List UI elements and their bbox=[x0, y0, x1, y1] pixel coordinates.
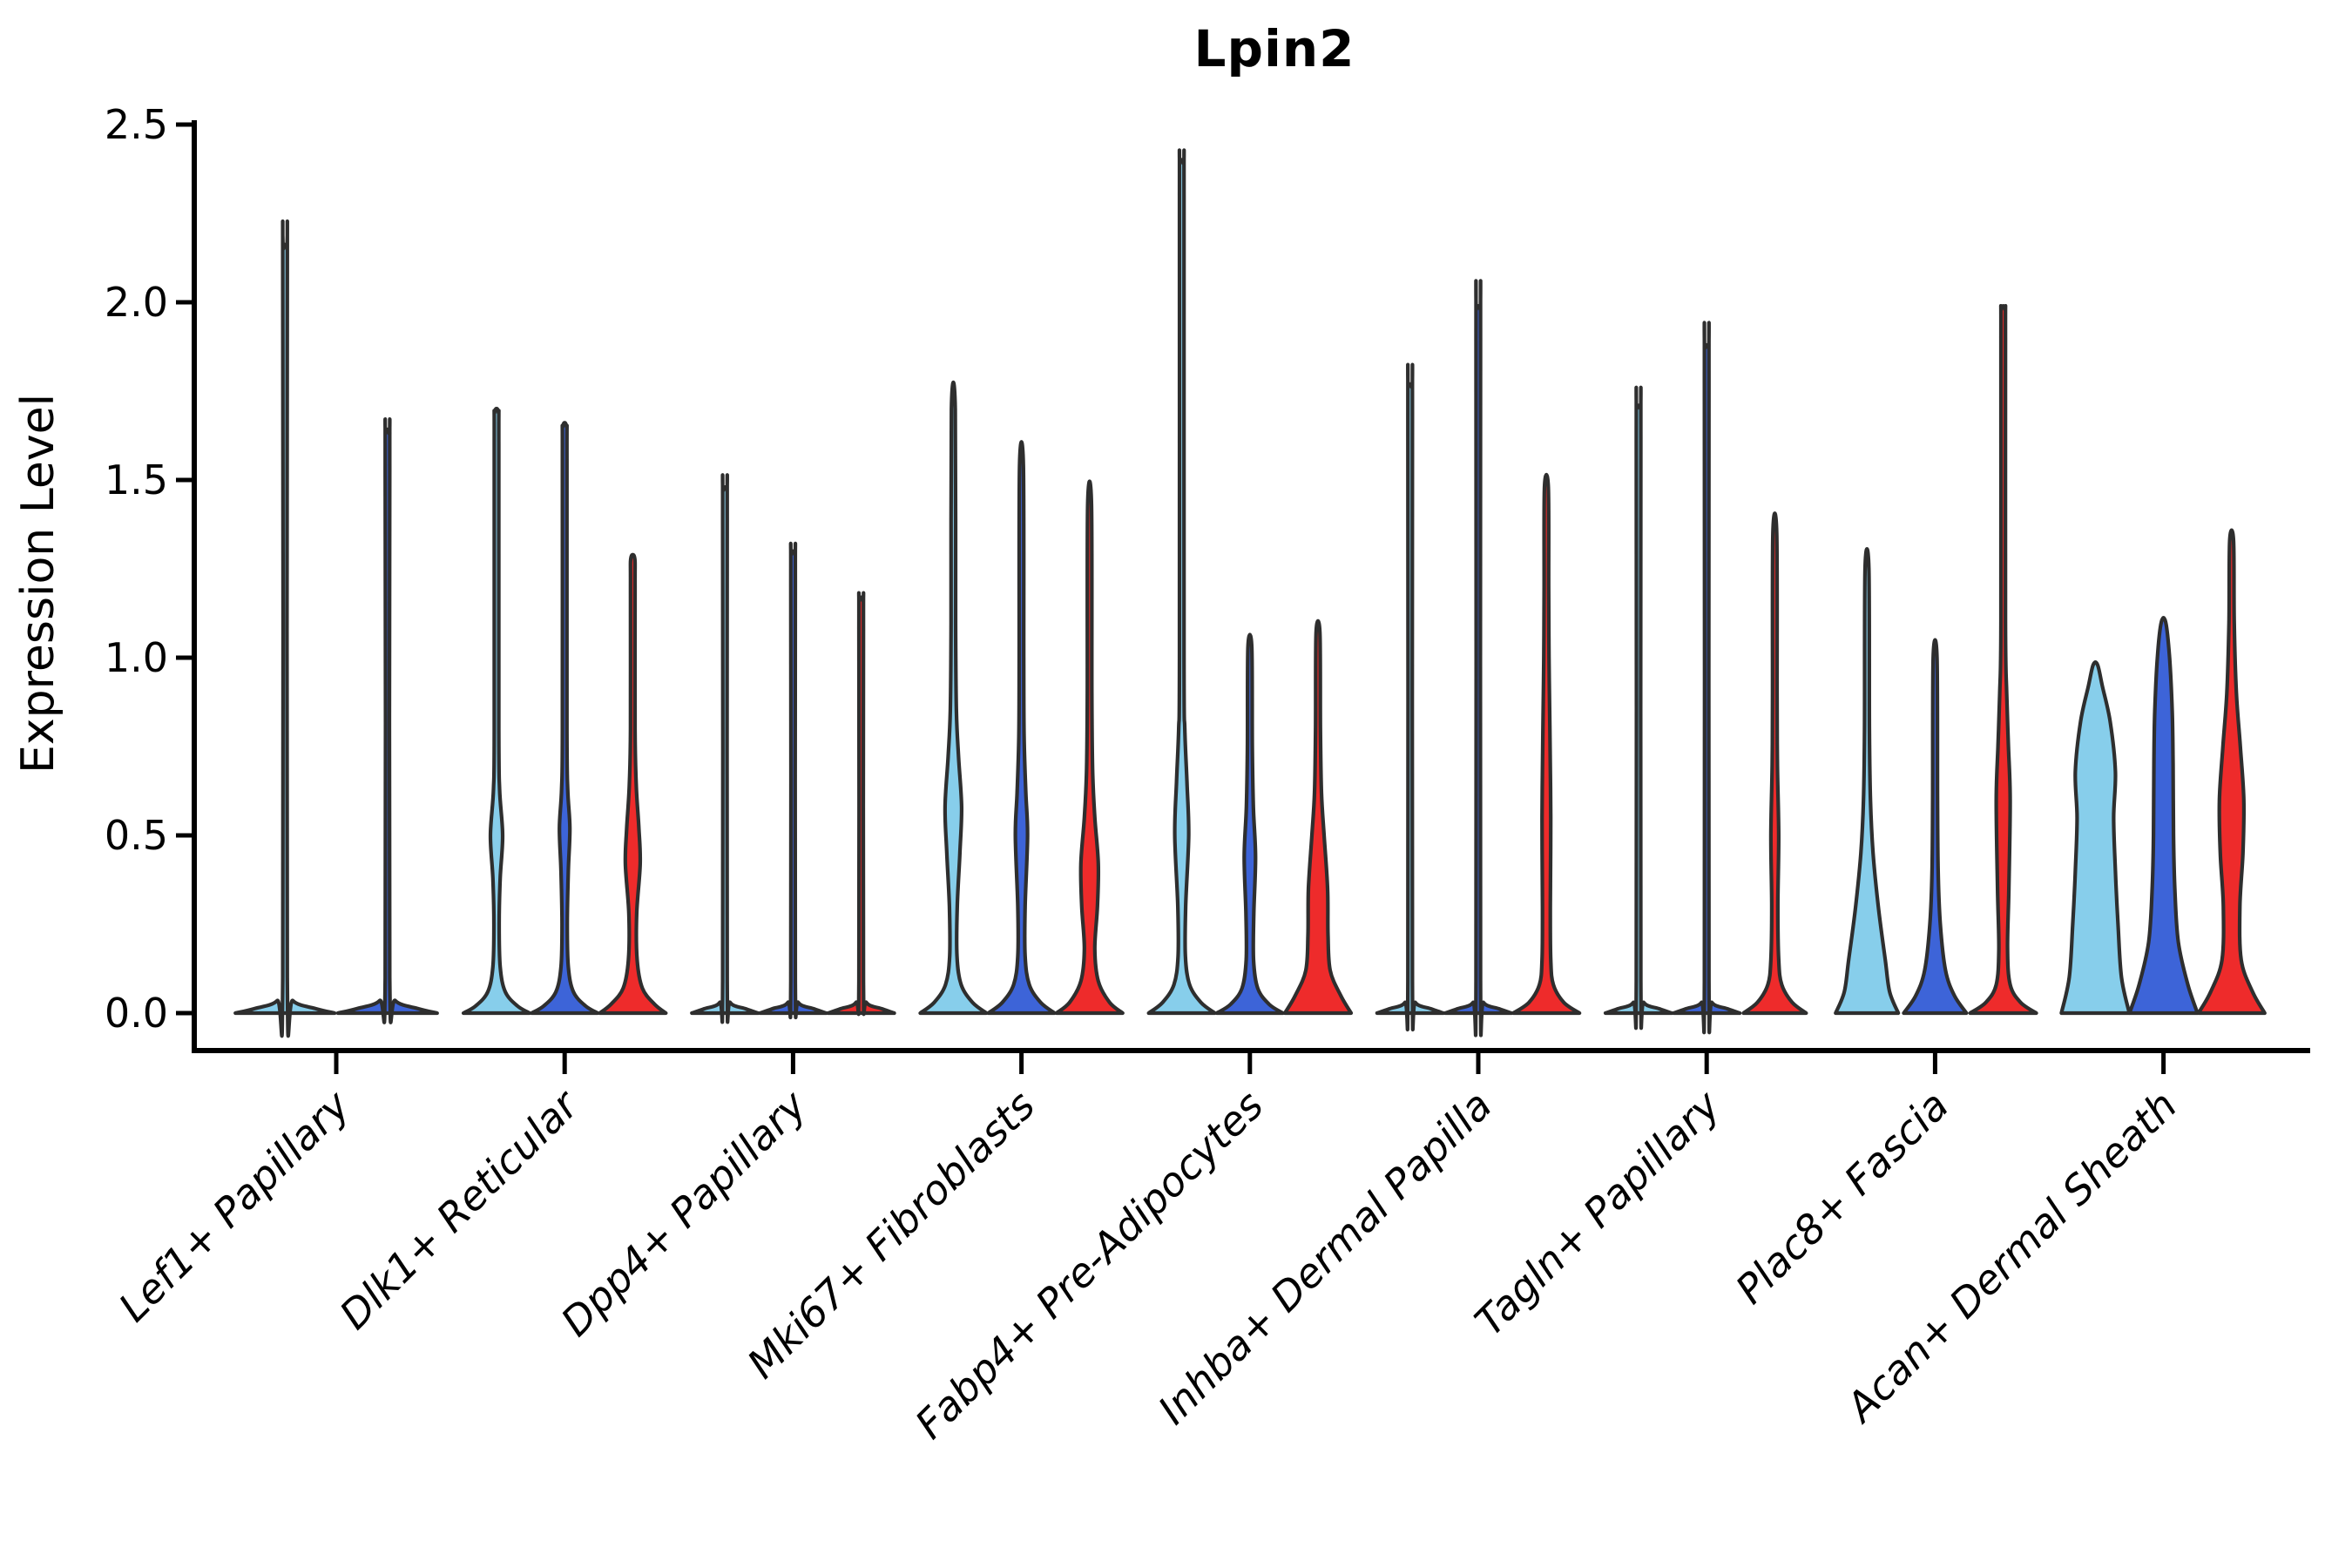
y-tick-label: 2.0 bbox=[105, 279, 168, 326]
violin-4-light_blue bbox=[1146, 148, 1217, 1016]
violin-6-light_blue bbox=[1603, 385, 1674, 1031]
violin-7-red bbox=[1968, 303, 2038, 1016]
violin-2-red bbox=[826, 591, 896, 1017]
violin-7-light_blue bbox=[1834, 547, 1901, 1016]
violin-8-light_blue bbox=[2059, 660, 2132, 1016]
violin-3-red bbox=[1054, 479, 1125, 1016]
violin-1-light_blue bbox=[461, 406, 532, 1016]
y-tick-label: 1.5 bbox=[105, 456, 168, 504]
x-tick-label: Dlk1+ Reticular bbox=[330, 1079, 589, 1338]
violin-3-light_blue bbox=[918, 380, 989, 1016]
violin-1-red bbox=[598, 552, 668, 1016]
violin-2-dark_blue bbox=[758, 541, 828, 1020]
x-tick-label: Dpp4+ Papillary bbox=[552, 1081, 816, 1345]
x-tick-label: Lef1+ Papillary bbox=[110, 1081, 359, 1330]
y-tick-label: 1.0 bbox=[105, 634, 168, 681]
chart-title: Lpin2 bbox=[1193, 19, 1355, 78]
violin-4-dark_blue bbox=[1214, 632, 1285, 1016]
violin-0-dark_blue bbox=[335, 417, 439, 1024]
violin-4-red bbox=[1282, 618, 1354, 1016]
x-tick-label: Plac8+ Fascia bbox=[1727, 1082, 1957, 1313]
y-axis-label: Expression Level bbox=[12, 393, 64, 774]
violin-1-dark_blue bbox=[530, 421, 600, 1016]
x-tick-label: Tagln+ Papillary bbox=[1466, 1081, 1730, 1345]
violin-8-dark_blue bbox=[2127, 615, 2200, 1016]
violin-7-dark_blue bbox=[1902, 638, 1969, 1016]
violin-6-red bbox=[1741, 511, 1808, 1016]
violin-5-red bbox=[1511, 472, 1582, 1016]
violin-6-dark_blue bbox=[1672, 321, 1742, 1035]
y-tick-label: 2.5 bbox=[105, 101, 168, 148]
y-tick-label: 0.0 bbox=[105, 990, 168, 1037]
violin-8-red bbox=[2196, 528, 2267, 1016]
violin-3-dark_blue bbox=[986, 440, 1057, 1016]
y-tick-label: 0.5 bbox=[105, 812, 168, 859]
violin-5-light_blue bbox=[1375, 362, 1445, 1031]
violin-5-dark_blue bbox=[1443, 279, 1514, 1037]
violin-2-light_blue bbox=[690, 473, 760, 1024]
violin-0-light_blue bbox=[233, 220, 337, 1038]
